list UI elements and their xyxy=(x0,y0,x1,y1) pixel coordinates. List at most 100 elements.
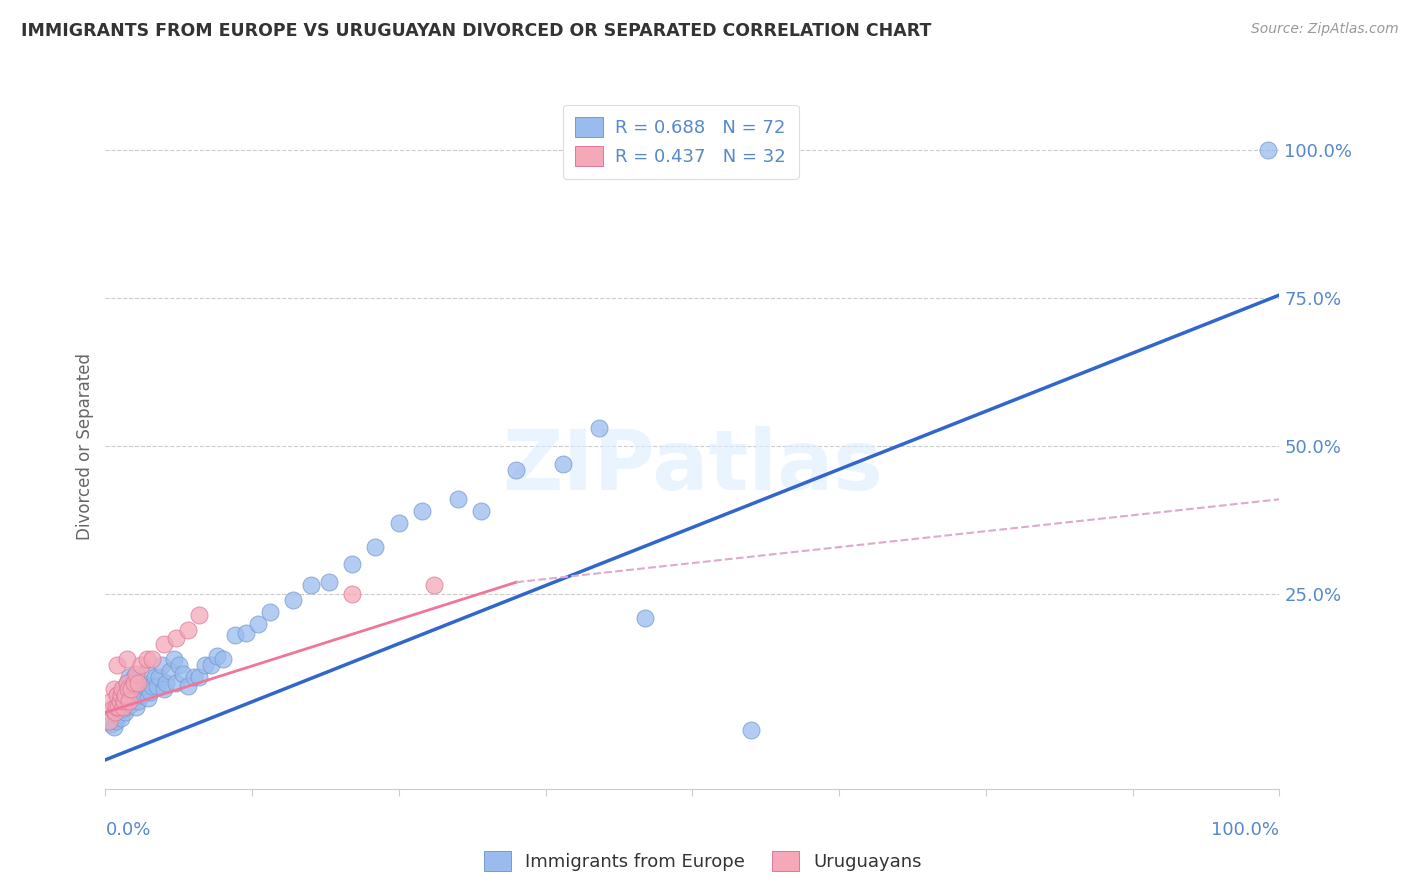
Point xyxy=(446,492,468,507)
Point xyxy=(120,684,142,698)
Point xyxy=(120,679,142,693)
Point xyxy=(127,693,149,707)
Point xyxy=(388,516,411,530)
Point xyxy=(115,699,138,714)
Point xyxy=(155,676,177,690)
Point xyxy=(129,658,152,673)
Point xyxy=(105,699,128,714)
Point xyxy=(115,676,138,690)
Point xyxy=(148,670,170,684)
Text: 100.0%: 100.0% xyxy=(1212,821,1279,838)
Point xyxy=(105,714,128,729)
Point xyxy=(340,558,363,572)
Point xyxy=(118,693,141,707)
Point xyxy=(131,676,153,690)
Point xyxy=(112,681,135,696)
Point xyxy=(136,690,159,705)
Point xyxy=(143,670,166,684)
Point xyxy=(112,693,135,707)
Point xyxy=(105,658,128,673)
Point xyxy=(205,649,228,664)
Point xyxy=(505,463,527,477)
Text: IMMIGRANTS FROM EUROPE VS URUGUAYAN DIVORCED OR SEPARATED CORRELATION CHART: IMMIGRANTS FROM EUROPE VS URUGUAYAN DIVO… xyxy=(21,22,931,40)
Point xyxy=(108,693,131,707)
Point xyxy=(139,684,162,698)
Point xyxy=(176,679,198,693)
Point xyxy=(340,587,363,601)
Point xyxy=(247,616,270,631)
Point xyxy=(111,681,134,696)
Point xyxy=(104,706,127,720)
Point xyxy=(118,670,141,684)
Text: 0.0%: 0.0% xyxy=(105,821,150,838)
Point xyxy=(104,706,127,720)
Point xyxy=(122,676,145,690)
Point xyxy=(318,575,340,590)
Point xyxy=(114,688,136,702)
Point xyxy=(553,457,575,471)
Point xyxy=(111,702,134,716)
Legend: R = 0.688   N = 72, R = 0.437   N = 32: R = 0.688 N = 72, R = 0.437 N = 32 xyxy=(562,104,799,178)
Point xyxy=(103,720,125,734)
Point xyxy=(259,605,281,619)
Point xyxy=(172,667,194,681)
Point xyxy=(165,676,187,690)
Point xyxy=(105,708,128,723)
Point xyxy=(740,723,762,738)
Point xyxy=(411,504,433,518)
Point xyxy=(165,632,187,646)
Point xyxy=(470,504,492,518)
Text: ZIPatlas: ZIPatlas xyxy=(502,426,883,508)
Point xyxy=(188,670,211,684)
Point xyxy=(141,652,163,666)
Text: Source: ZipAtlas.com: Source: ZipAtlas.com xyxy=(1251,22,1399,37)
Point xyxy=(112,699,135,714)
Point xyxy=(423,578,446,592)
Point xyxy=(235,625,257,640)
Point xyxy=(153,637,176,651)
Point xyxy=(188,607,211,622)
Point xyxy=(100,693,122,707)
Point xyxy=(283,593,305,607)
Point xyxy=(114,706,136,720)
Point xyxy=(120,681,142,696)
Point xyxy=(118,693,141,707)
Point xyxy=(107,699,129,714)
Point xyxy=(176,623,198,637)
Point xyxy=(634,611,657,625)
Point xyxy=(134,679,156,693)
Point xyxy=(127,676,149,690)
Point xyxy=(125,667,148,681)
Point xyxy=(194,658,217,673)
Point xyxy=(98,714,121,729)
Point xyxy=(588,421,610,435)
Point xyxy=(146,679,169,693)
Point xyxy=(112,690,135,705)
Point xyxy=(183,670,205,684)
Point xyxy=(299,578,322,592)
Point xyxy=(101,702,124,716)
Point xyxy=(115,676,138,690)
Point xyxy=(108,693,131,707)
Point xyxy=(122,670,145,684)
Point xyxy=(150,658,173,673)
Point xyxy=(105,688,128,702)
Point xyxy=(200,658,222,673)
Y-axis label: Divorced or Separated: Divorced or Separated xyxy=(76,352,94,540)
Point xyxy=(120,697,142,711)
Point xyxy=(103,681,125,696)
Point xyxy=(124,684,146,698)
Point xyxy=(169,658,191,673)
Point xyxy=(110,688,132,702)
Point xyxy=(107,699,129,714)
Point xyxy=(211,652,233,666)
Point xyxy=(224,628,246,642)
Point xyxy=(159,664,181,678)
Point xyxy=(112,697,135,711)
Legend: Immigrants from Europe, Uruguayans: Immigrants from Europe, Uruguayans xyxy=(477,844,929,879)
Point xyxy=(129,688,152,702)
Point xyxy=(135,664,157,678)
Point xyxy=(1257,143,1279,157)
Point xyxy=(110,711,132,725)
Point xyxy=(121,690,143,705)
